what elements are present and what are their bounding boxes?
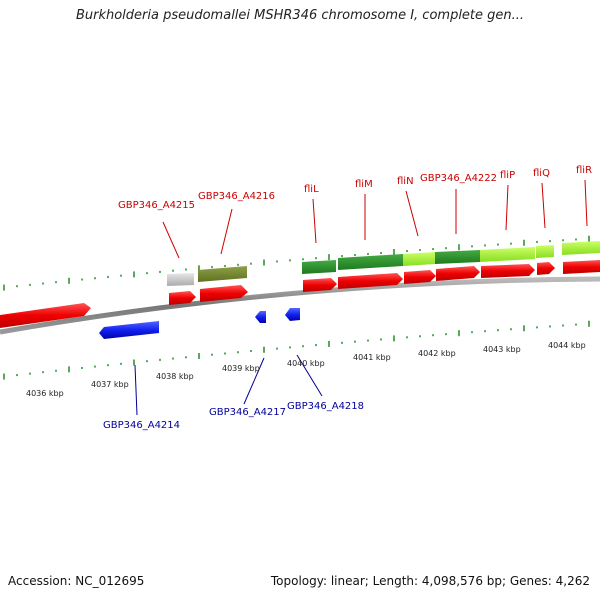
- scale-label: 4044 kbp: [548, 341, 586, 350]
- gene-bar-flir-upper[interactable]: [562, 241, 600, 255]
- scale-label: 4039 kbp: [222, 364, 260, 373]
- gene-arrow-a4222[interactable]: [436, 266, 480, 281]
- chromosome-backbone: [0, 276, 600, 335]
- feature-track-upper: [167, 241, 600, 286]
- gene-label-a4214[interactable]: GBP346_A4214: [103, 420, 180, 431]
- forward-leader-lines: [162, 179, 588, 259]
- scale-label: 4037 kbp: [91, 380, 129, 389]
- reverse-strand-genes: [99, 308, 300, 339]
- gene-arrow-flip[interactable]: [481, 264, 535, 278]
- gene-label-flil[interactable]: fliL: [304, 184, 319, 195]
- forward-strand-genes: [0, 260, 600, 328]
- gene-bar-flin-upper[interactable]: [403, 252, 435, 266]
- scale-label: 4041 kbp: [353, 353, 391, 362]
- gene-label-flir[interactable]: fliR: [576, 165, 592, 176]
- reverse-labels: GBP346_A4214 GBP346_A4217 GBP346_A4218: [103, 401, 364, 431]
- accession-text: Accession: NC_012695: [8, 574, 145, 588]
- gene-bar-a4222-upper[interactable]: [435, 250, 480, 264]
- gene-label-a4217[interactable]: GBP346_A4217: [209, 407, 286, 418]
- gene-arrow-flil[interactable]: [303, 278, 337, 292]
- reverse-tick-track: [3, 320, 590, 380]
- gene-arrow-a4218[interactable]: [285, 308, 300, 321]
- gene-bar-flil-upper[interactable]: [302, 260, 336, 274]
- reverse-leader-lines: [134, 354, 323, 416]
- gene-arrow-a4213[interactable]: [0, 303, 91, 328]
- scale-label: 4038 kbp: [156, 372, 194, 381]
- gene-bar-a4216-upper[interactable]: [198, 266, 247, 282]
- gene-label-flim[interactable]: fliM: [355, 179, 373, 190]
- gene-arrow-flir[interactable]: [563, 260, 600, 274]
- forward-labels: GBP346_A4215 GBP346_A4216 fliL fliM fliN…: [118, 165, 592, 211]
- scale-label: 4042 kbp: [418, 349, 456, 358]
- gene-label-a4218[interactable]: GBP346_A4218: [287, 401, 364, 412]
- gene-arrow-a4217[interactable]: [255, 311, 266, 323]
- gene-label-flip[interactable]: fliP: [500, 170, 515, 181]
- gene-label-fliq[interactable]: fliQ: [533, 168, 550, 179]
- gene-arrow-a4216[interactable]: [200, 285, 248, 302]
- scale-label: 4040 kbp: [287, 359, 325, 368]
- gene-arrow-a4214[interactable]: [99, 321, 159, 339]
- scale-labels: 4036 kbp 4037 kbp 4038 kbp 4039 kbp 4040…: [26, 341, 586, 398]
- map-title: Burkholderia pseudomallei MSHR346 chromo…: [75, 8, 525, 23]
- gene-arrow-a4215[interactable]: [169, 291, 196, 305]
- gene-bar-flim-upper[interactable]: [338, 254, 403, 270]
- gene-arrow-flin[interactable]: [404, 270, 436, 284]
- gene-bar-a4215-upper[interactable]: [167, 273, 194, 286]
- gene-bar-fliq-upper[interactable]: [536, 245, 554, 258]
- gene-label-a4215[interactable]: GBP346_A4215: [118, 200, 195, 211]
- gene-arrow-flim[interactable]: [338, 273, 403, 289]
- gene-arrow-fliq[interactable]: [537, 262, 555, 275]
- gene-label-flin[interactable]: fliN: [397, 176, 414, 187]
- scale-label: 4036 kbp: [26, 389, 64, 398]
- gene-label-a4216[interactable]: GBP346_A4216: [198, 191, 275, 202]
- gene-label-a4222[interactable]: GBP346_A4222: [420, 173, 497, 184]
- genome-summary: Topology: linear; Length: 4,098,576 bp; …: [270, 574, 590, 588]
- scale-label: 4043 kbp: [483, 345, 521, 354]
- gene-bar-flip-upper[interactable]: [480, 247, 535, 262]
